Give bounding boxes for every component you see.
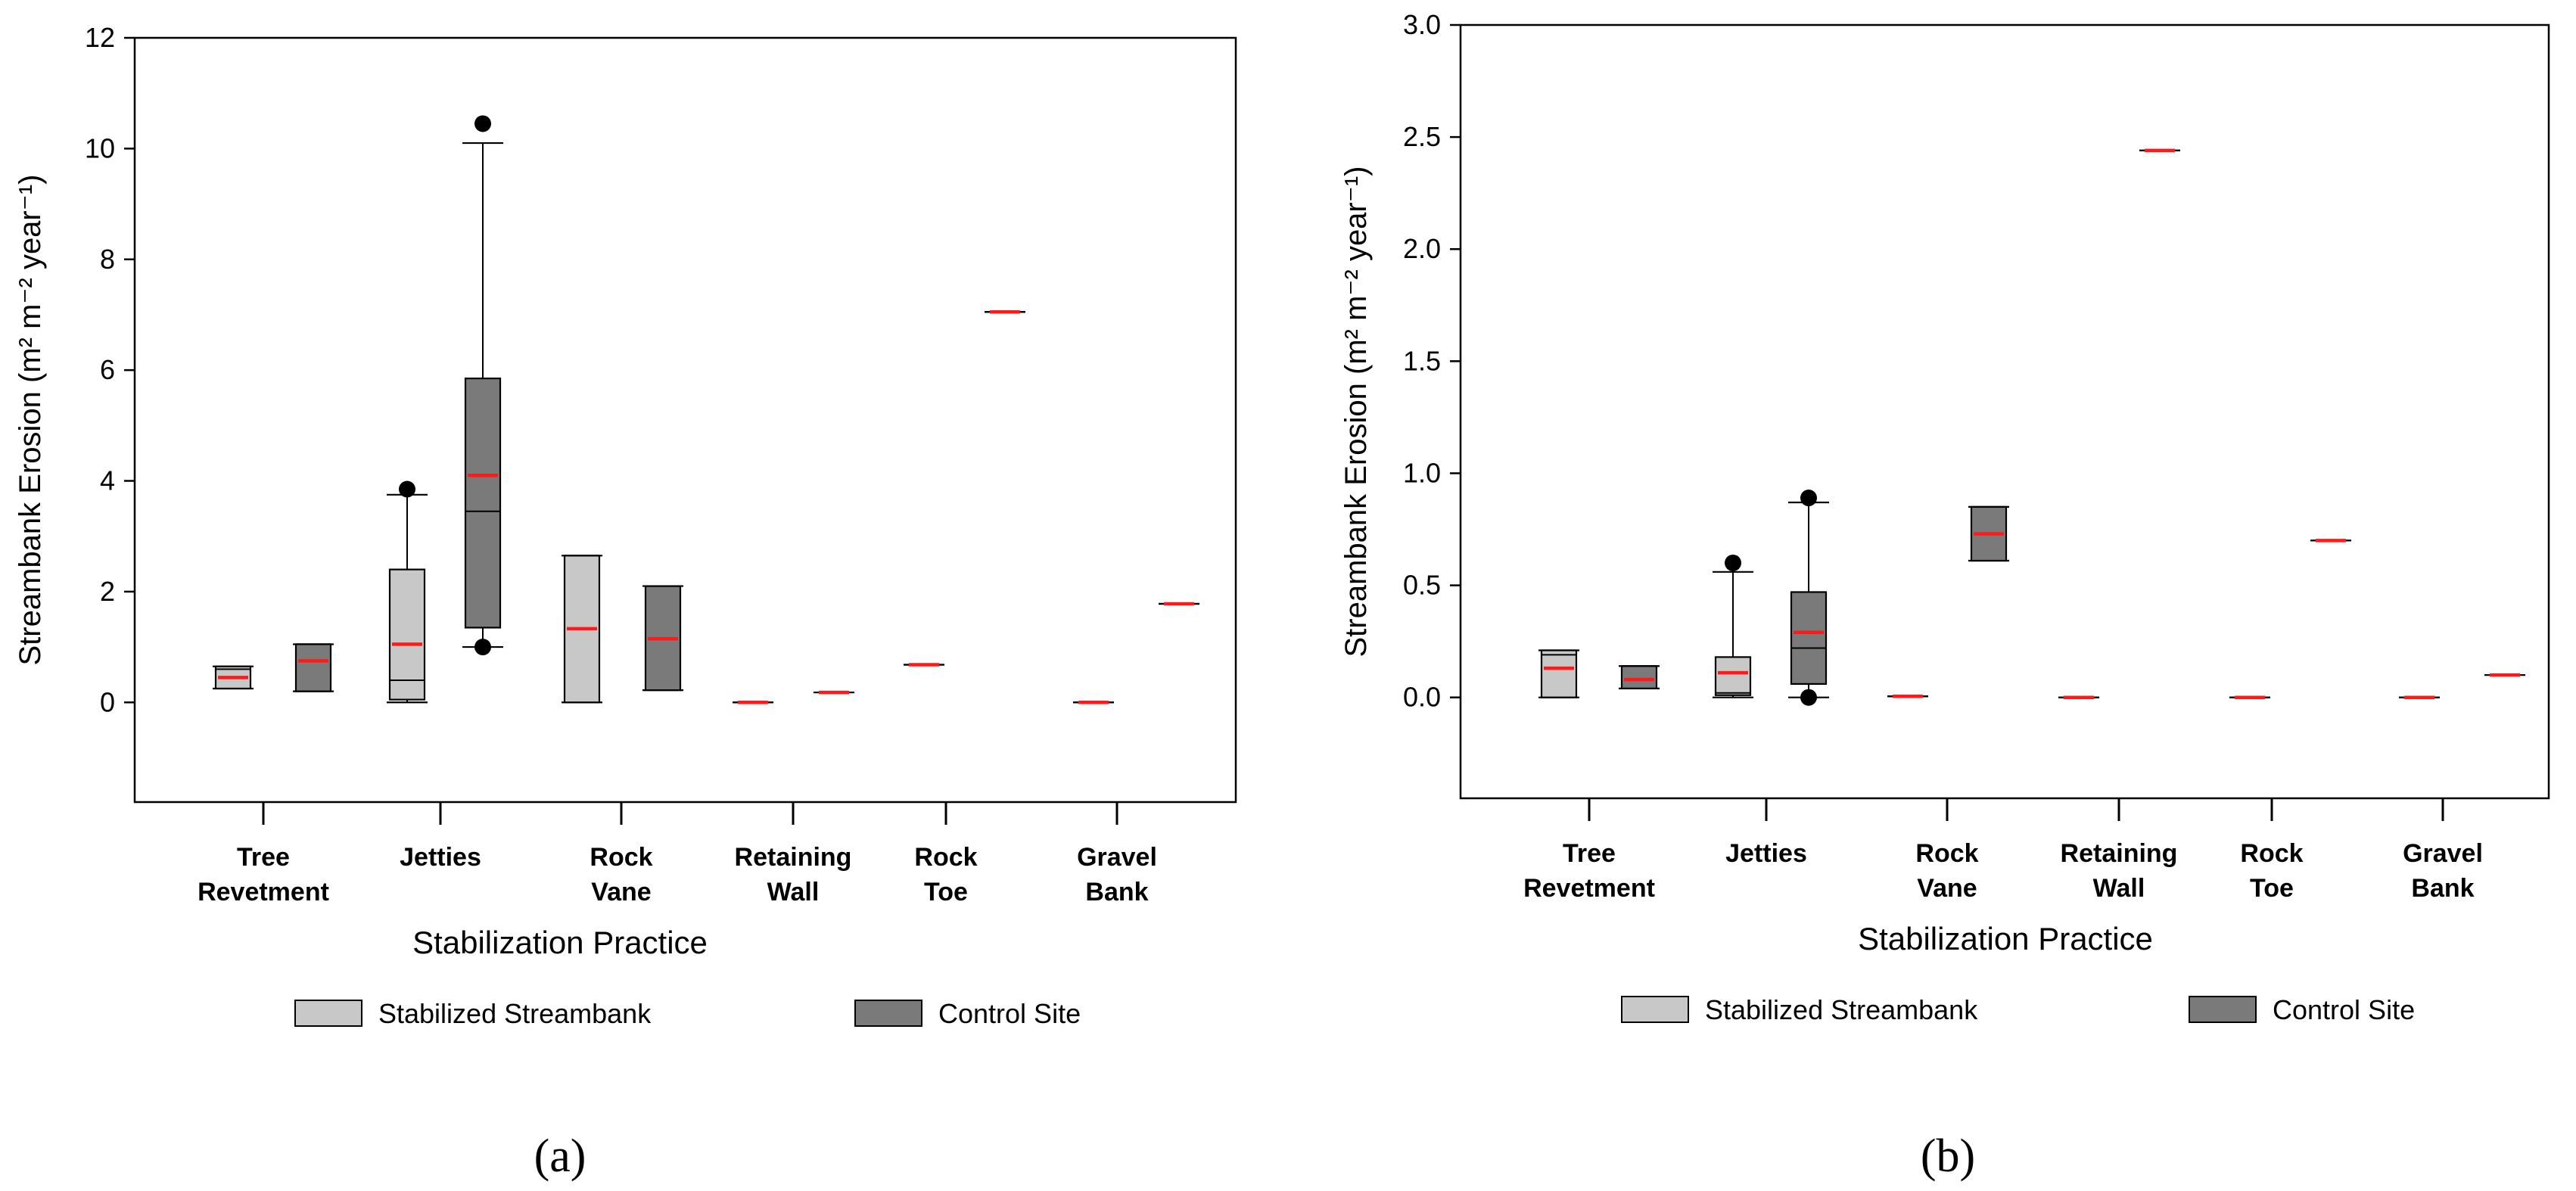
plot-frame — [1459, 23, 2550, 800]
x-axis-label: Stabilization Practice — [1858, 921, 2153, 956]
x-tick-label: Gravel — [1077, 843, 1157, 872]
box-stabilized — [213, 665, 254, 690]
y-tick-label: 6 — [100, 354, 115, 385]
x-tick-label: Wall — [767, 878, 820, 906]
y-tick-label: 2 — [100, 576, 115, 607]
box-body — [294, 643, 332, 692]
x-tick-label: Tree — [1563, 839, 1616, 868]
y-tick-label: 0.0 — [1403, 682, 1441, 713]
x-tick-label: Bank — [2411, 874, 2474, 903]
legend-label-stabilized: Stabilized Streambank — [1705, 994, 1978, 1025]
x-tick-label: Retaining — [735, 843, 852, 872]
box-stabilized — [1538, 649, 1579, 698]
x-tick-label: Toe — [2250, 874, 2294, 903]
x-tick-label: Revetment — [1523, 874, 1655, 903]
legend-swatch-control — [2189, 996, 2257, 1023]
x-tick-label: Rock — [1915, 839, 1978, 868]
panel-b: 0.0 0.5 1.0 1.5 2.0 2.5 3.0 Streambank Erosion … — [1339, 9, 2550, 1182]
panel-label: (a) — [534, 1130, 586, 1182]
outlier-point — [1800, 689, 1817, 706]
box-body — [1790, 591, 1828, 686]
x-tick-label: Toe — [924, 878, 968, 906]
legend-label-stabilized: Stabilized Streambank — [378, 998, 652, 1029]
y-tick-label: 0.5 — [1403, 570, 1441, 601]
x-tick-label: Rock — [590, 843, 652, 872]
x-tick-label: Gravel — [2403, 839, 2483, 868]
y-tick-label: 1.5 — [1403, 345, 1441, 376]
legend-swatch-control — [854, 1000, 922, 1027]
y-tick-label: 12 — [85, 22, 115, 53]
box-control — [462, 115, 503, 656]
box-body — [1620, 665, 1658, 689]
y-tick-label: 10 — [85, 132, 115, 163]
y-tick-label: 3.0 — [1403, 9, 1441, 40]
legend-swatch-stabilized — [1621, 996, 1689, 1023]
x-tick-label: Wall — [2093, 874, 2145, 903]
y-axis-label: Streambank Erosion (m² m⁻² year⁻¹) — [1339, 166, 1373, 657]
box-stabilized — [1713, 554, 1753, 698]
box-control — [1968, 505, 2009, 562]
box-body — [464, 378, 502, 629]
outlier-point — [474, 115, 491, 132]
x-tick-label: Vane — [591, 878, 651, 906]
x-tick-label: Tree — [237, 843, 290, 872]
panel-a: 0 2 4 6 8 10 12 Streambank Erosion (m² m⁻² year… — [14, 22, 1237, 1182]
box-control — [1788, 490, 1829, 706]
plot-frame — [133, 36, 1237, 804]
legend-label-control: Control Site — [938, 998, 1081, 1029]
box-control — [293, 643, 334, 692]
outlier-point — [399, 480, 415, 498]
y-tick-label: 2.5 — [1403, 121, 1441, 152]
y-tick-label: 1.0 — [1403, 457, 1441, 488]
outlier-point — [1800, 490, 1817, 507]
x-tick-label: Jetties — [400, 843, 481, 872]
legend-swatch-stabilized — [294, 1000, 362, 1027]
x-tick-label: Retaining — [2061, 839, 2178, 868]
x-tick-label: Jetties — [1725, 839, 1807, 868]
x-tick-label: Vane — [1917, 874, 1977, 903]
x-tick-label: Bank — [1085, 878, 1148, 906]
outlier-point — [1725, 554, 1741, 571]
box-stabilized — [562, 555, 602, 704]
legend-label-control: Control Site — [2273, 994, 2415, 1025]
box-body — [1714, 656, 1752, 696]
x-tick-label: Revetment — [198, 878, 329, 906]
box-control — [642, 585, 683, 692]
box-body — [1540, 649, 1578, 698]
y-axis-label: Streambank Erosion (m² m⁻² year⁻¹) — [14, 174, 47, 665]
outlier-point — [474, 639, 491, 656]
box-control — [1619, 665, 1660, 689]
x-tick-label: Rock — [914, 843, 977, 872]
y-tick-label: 8 — [100, 244, 115, 275]
y-tick-label: 4 — [100, 465, 115, 496]
y-tick-label: 0 — [100, 686, 115, 717]
box-stabilized — [387, 480, 428, 704]
x-axis-label: Stabilization Practice — [412, 925, 708, 960]
x-tick-label: Rock — [2240, 839, 2303, 868]
panel-label: (b) — [1921, 1130, 1975, 1182]
y-tick-label: 2.0 — [1403, 233, 1441, 264]
box-body — [388, 568, 426, 701]
